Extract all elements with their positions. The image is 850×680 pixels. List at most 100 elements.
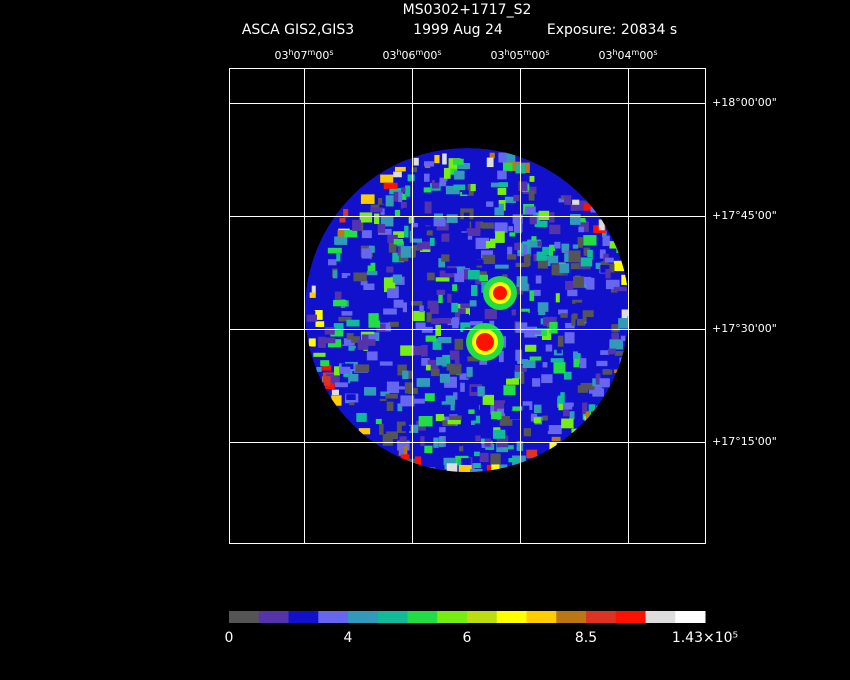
image-patch xyxy=(339,217,346,223)
image-patch xyxy=(423,187,432,193)
image-patch xyxy=(452,317,459,329)
image-patch xyxy=(508,341,518,349)
image-patch xyxy=(572,199,580,205)
image-patch xyxy=(542,246,550,256)
colorbar-swatch xyxy=(437,611,468,623)
image-patch xyxy=(457,163,471,170)
image-patch xyxy=(508,226,514,232)
image-patch xyxy=(471,260,484,266)
image-patch xyxy=(587,249,593,260)
image-patch xyxy=(516,441,524,451)
image-patch xyxy=(311,285,316,295)
image-patch xyxy=(329,352,337,359)
image-patch xyxy=(441,254,450,262)
image-patch xyxy=(358,428,371,435)
image-patch xyxy=(460,304,471,309)
image-patch xyxy=(397,440,410,451)
image-patch xyxy=(361,395,371,407)
image-patch xyxy=(449,165,458,175)
image-patch xyxy=(486,157,494,168)
sky-image xyxy=(305,148,629,472)
image-patch xyxy=(460,382,465,392)
image-patch xyxy=(505,153,516,163)
image-patch xyxy=(577,385,589,393)
image-patch xyxy=(504,196,516,203)
image-patch xyxy=(466,413,476,421)
image-patch xyxy=(432,338,442,350)
image-patch xyxy=(612,324,619,333)
image-patch xyxy=(466,228,481,237)
image-patch xyxy=(454,270,465,283)
image-patch xyxy=(452,284,458,291)
image-patch xyxy=(334,236,348,245)
image-patch xyxy=(345,285,359,296)
image-patch xyxy=(328,259,337,266)
image-patch xyxy=(427,300,439,309)
image-patch xyxy=(549,321,558,334)
image-patch xyxy=(383,182,398,189)
image-patch xyxy=(477,386,485,397)
image-patch xyxy=(605,279,620,290)
colorbar-label: 0 xyxy=(225,630,234,646)
image-patch xyxy=(600,264,610,273)
image-patch xyxy=(451,408,465,415)
image-patch xyxy=(447,229,458,235)
image-patch xyxy=(481,222,494,229)
colorbar-swatch xyxy=(526,611,557,623)
image-patch xyxy=(355,364,370,373)
image-patch xyxy=(489,152,495,159)
colorbar-swatch xyxy=(556,611,587,623)
image-patch xyxy=(397,364,407,376)
image-patch xyxy=(613,286,627,292)
image-patch xyxy=(472,415,481,424)
image-patch xyxy=(361,334,376,346)
image-patch xyxy=(484,175,491,183)
image-patch xyxy=(507,275,521,287)
image-patch xyxy=(474,451,480,457)
image-patch xyxy=(393,299,404,308)
image-patch xyxy=(423,161,435,167)
image-patch xyxy=(613,260,628,272)
image-patch xyxy=(309,292,316,298)
image-patch xyxy=(572,313,578,320)
image-patch xyxy=(382,418,396,423)
image-patch xyxy=(368,313,379,324)
image-patch xyxy=(385,195,394,207)
image-patch xyxy=(527,239,542,248)
image-patch xyxy=(370,207,383,213)
image-patch xyxy=(503,373,513,379)
image-patch xyxy=(549,442,557,451)
image-patch xyxy=(475,274,484,285)
image-patch xyxy=(324,327,335,335)
image-patch xyxy=(435,277,450,282)
image-patch xyxy=(558,403,563,411)
image-patch xyxy=(504,403,514,414)
image-patch xyxy=(613,298,619,310)
image-patch xyxy=(446,214,458,223)
image-patch xyxy=(479,452,489,463)
image-patch xyxy=(332,270,338,279)
image-patch xyxy=(515,262,529,268)
image-patch xyxy=(440,453,455,458)
image-patch xyxy=(579,358,587,369)
image-patch xyxy=(609,339,624,350)
image-patch xyxy=(520,311,529,323)
image-patch xyxy=(402,207,415,217)
image-patch xyxy=(379,423,384,435)
image-patch xyxy=(557,335,564,347)
image-patch xyxy=(473,271,487,278)
image-patch xyxy=(496,435,509,448)
image-patch xyxy=(450,402,455,411)
image-patch xyxy=(321,343,334,354)
image-patch xyxy=(580,257,593,267)
image-patch xyxy=(571,314,576,326)
image-patch xyxy=(457,232,468,245)
image-patch xyxy=(563,371,572,380)
image-patch xyxy=(400,246,415,258)
image-patch xyxy=(470,321,483,326)
image-patch xyxy=(506,254,517,260)
image-patch xyxy=(529,175,535,182)
image-patch xyxy=(353,272,367,282)
image-patch xyxy=(564,332,575,344)
